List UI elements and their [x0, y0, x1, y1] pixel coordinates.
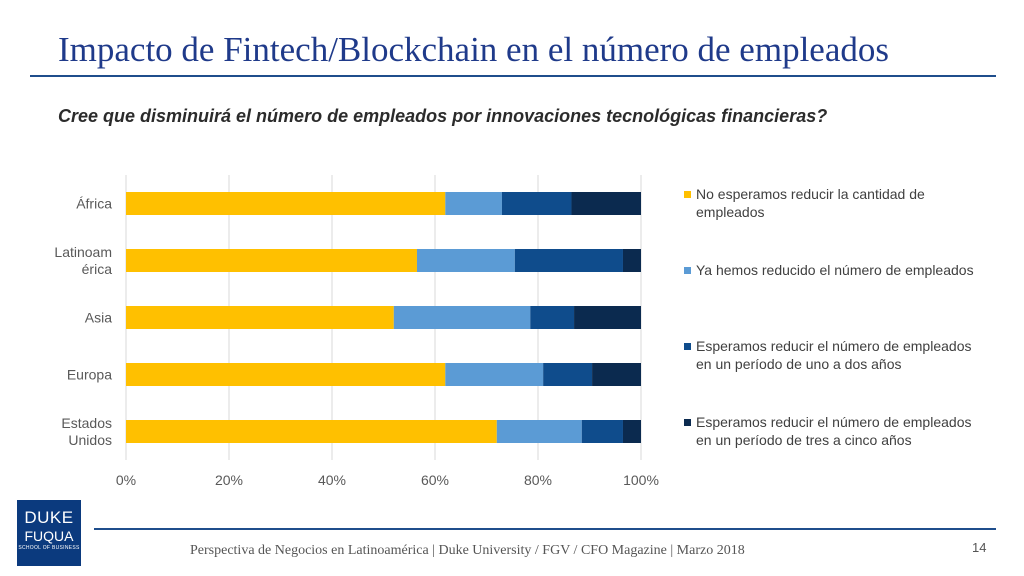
bar-segment — [622, 420, 641, 443]
legend-label: Esperamos reducir el número de empleados… — [696, 414, 972, 448]
x-tick-label: 60% — [421, 472, 449, 488]
y-category-label: Latinoam — [54, 244, 112, 260]
x-tick-label: 0% — [116, 472, 136, 488]
bar-segment — [126, 249, 417, 272]
legend-item: Esperamos reducir el número de empleados… — [684, 338, 984, 373]
bar-segment — [622, 249, 641, 272]
x-tick-label: 20% — [215, 472, 243, 488]
bar-segment — [571, 192, 641, 215]
x-tick-label: 80% — [524, 472, 552, 488]
legend-label: Ya hemos reducido el número de empleados — [696, 262, 974, 278]
y-category-label: Unidos — [68, 432, 112, 448]
title-divider — [30, 75, 996, 77]
slide-subtitle: Cree que disminuirá el número de emplead… — [58, 106, 828, 126]
bar-segment — [393, 306, 531, 329]
legend-swatch — [684, 419, 691, 426]
bar-segment — [445, 192, 502, 215]
logo-line-duke: DUKE — [24, 508, 74, 527]
bar-segment — [416, 249, 515, 272]
y-category-label: Estados — [61, 415, 112, 431]
bar-segment — [126, 363, 446, 386]
bar-segment — [126, 306, 394, 329]
bar-segment — [574, 306, 641, 329]
y-category-label: Asia — [85, 310, 112, 326]
logo-line-school: SCHOOL OF BUSINESS — [18, 545, 80, 551]
footer-divider — [94, 528, 996, 530]
x-tick-label: 40% — [318, 472, 346, 488]
bar-segment — [496, 420, 582, 443]
legend-swatch — [684, 191, 691, 198]
bar-segment — [126, 192, 446, 215]
legend-item: Esperamos reducir el número de empleados… — [684, 414, 984, 449]
duke-fuqua-logo: DUKE FUQUA SCHOOL OF BUSINESS — [17, 500, 81, 566]
bar-segment — [126, 420, 497, 443]
legend-item: No esperamos reducir la cantidad de empl… — [684, 186, 984, 221]
bar-segment — [592, 363, 641, 386]
legend-label: Esperamos reducir el número de empleados… — [696, 338, 972, 372]
legend-item: Ya hemos reducido el número de empleados — [684, 262, 984, 280]
legend-swatch — [684, 267, 691, 274]
legend-swatch — [684, 343, 691, 350]
y-category-label: África — [76, 196, 112, 212]
x-tick-label: 100% — [623, 472, 659, 488]
logo-line-fuqua: FUQUA — [24, 528, 74, 544]
page-number: 14 — [972, 540, 987, 555]
bar-segment — [581, 420, 623, 443]
y-category-label: érica — [82, 261, 113, 277]
y-category-label: Europa — [67, 367, 112, 383]
bar-segment — [543, 363, 593, 386]
bar-segment — [445, 363, 544, 386]
bar-segment — [514, 249, 623, 272]
slide-title: Impacto de Fintech/Blockchain en el núme… — [58, 30, 889, 69]
bar-segment — [501, 192, 572, 215]
legend-label: No esperamos reducir la cantidad de empl… — [696, 186, 925, 220]
footer-text: Perspectiva de Negocios en Latinoamérica… — [190, 543, 745, 558]
bar-segment — [530, 306, 575, 329]
